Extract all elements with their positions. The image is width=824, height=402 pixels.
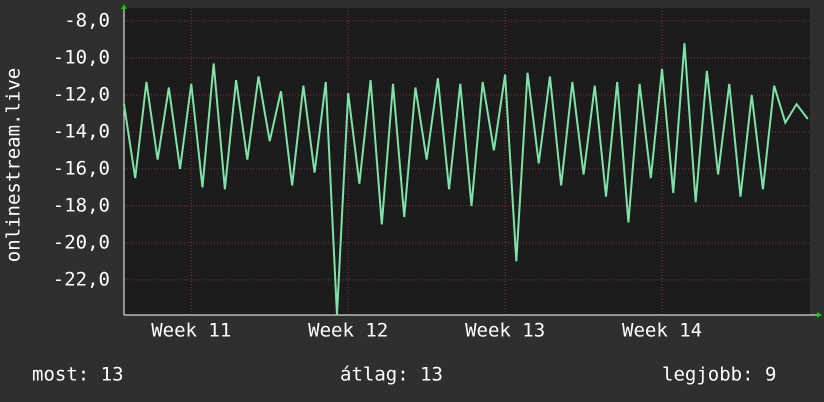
arrow — [817, 312, 822, 318]
x-tick-label: Week 11 — [151, 320, 231, 342]
footer-stat: legjobb: 9 — [662, 364, 776, 386]
footer-stat: most: 13 — [32, 364, 124, 386]
y-tick-label: -20,0 — [53, 231, 110, 253]
y-tick-label: -14,0 — [53, 120, 110, 142]
x-tick-label: Week 12 — [308, 320, 388, 342]
x-tick-label: Week 14 — [622, 320, 702, 342]
y-tick-label: -18,0 — [53, 194, 110, 216]
y-tick-label: -16,0 — [53, 157, 110, 179]
y-tick-label: -22,0 — [53, 268, 110, 290]
data-line — [123, 43, 809, 316]
y-tick-label: -8,0 — [64, 9, 110, 31]
arrow — [121, 4, 127, 9]
y-tick-label: -12,0 — [53, 83, 110, 105]
y-axis-label: onlinestream.live — [3, 68, 25, 262]
footer-stat: átlag: 13 — [340, 364, 443, 386]
y-tick-label: -10,0 — [53, 46, 110, 68]
x-tick-label: Week 13 — [465, 320, 545, 342]
